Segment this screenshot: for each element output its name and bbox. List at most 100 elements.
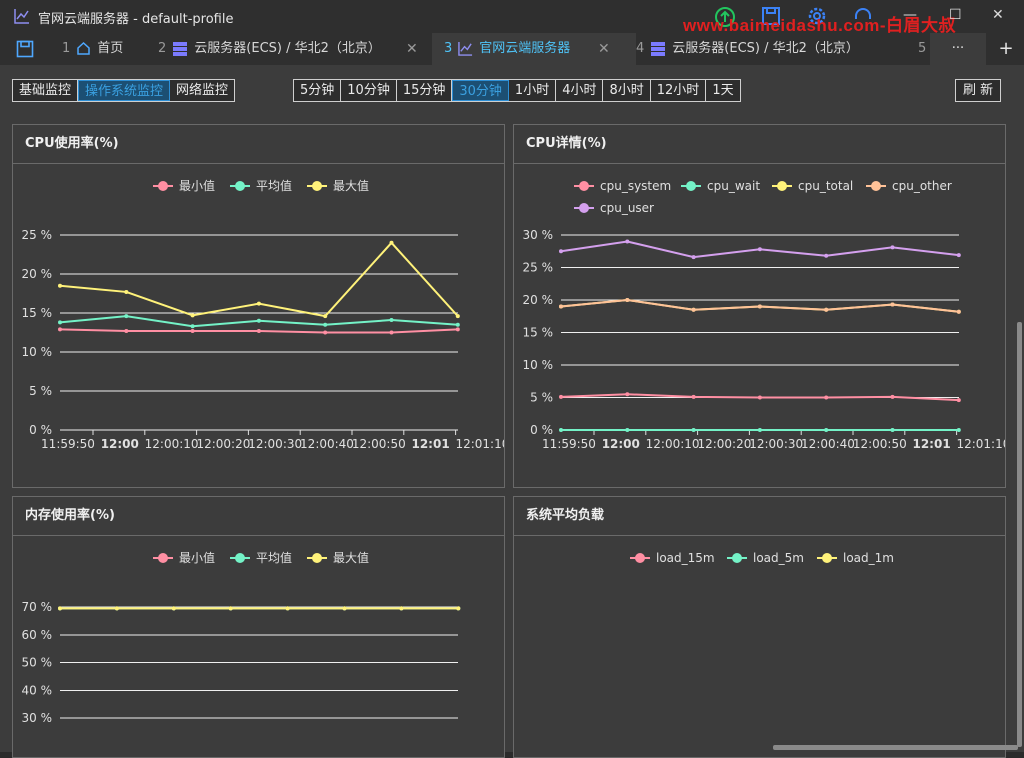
data-point bbox=[399, 606, 404, 611]
data-point bbox=[625, 428, 630, 432]
data-point bbox=[691, 307, 696, 312]
legend-label: 最大值 bbox=[333, 550, 369, 565]
time-range-group: 5分钟 10分钟 15分钟 30分钟 1小时 4小时 8小时 12小时 1天 bbox=[293, 79, 741, 102]
legend-label: load_15m bbox=[656, 551, 715, 565]
data-point bbox=[691, 394, 696, 399]
data-point bbox=[256, 318, 261, 323]
data-point bbox=[625, 298, 630, 302]
y-tick-label: 15 % bbox=[22, 306, 53, 320]
range-1h-button[interactable]: 1小时 bbox=[509, 80, 557, 101]
x-tick-label: 12:00:50 bbox=[352, 437, 406, 451]
legend-marker bbox=[235, 553, 245, 563]
data-point bbox=[824, 307, 829, 312]
tab-close-icon[interactable]: ✕ bbox=[406, 41, 418, 57]
data-point bbox=[58, 320, 62, 325]
data-point bbox=[124, 289, 129, 294]
range-10m-button[interactable]: 10分钟 bbox=[341, 80, 397, 101]
minimize-button[interactable]: — bbox=[903, 7, 917, 23]
y-tick-label: 25 % bbox=[22, 228, 53, 242]
y-tick-label: 0 % bbox=[29, 423, 52, 437]
tab-cloud-server[interactable]: 3 官网云端服务器 ✕ bbox=[432, 33, 636, 65]
y-tick-label: 15 % bbox=[523, 326, 554, 340]
x-tick-label: 12:01 bbox=[411, 437, 449, 451]
range-4h-button[interactable]: 4小时 bbox=[556, 80, 604, 101]
range-8h-button[interactable]: 8小时 bbox=[603, 80, 651, 101]
vertical-scrollbar[interactable] bbox=[1017, 322, 1022, 747]
tab-number: 1 bbox=[62, 41, 71, 56]
title-bar: 官网云端服务器 - default-profile www.baimeidash… bbox=[0, 0, 1024, 35]
x-tick-label: 12:00:20 bbox=[697, 437, 751, 451]
watermark-text: www.baimeidashu.com-白眉大叔 bbox=[683, 16, 957, 35]
data-point bbox=[58, 606, 62, 611]
tab-more-button[interactable]: ··· bbox=[930, 33, 986, 65]
range-5m-button[interactable]: 5分钟 bbox=[294, 80, 342, 101]
data-point bbox=[559, 249, 563, 254]
tab-number: 5 bbox=[918, 41, 927, 56]
load-average-panel: 系统平均负载 load_15m load_5m load_1m bbox=[513, 496, 1006, 758]
x-tick-label: 12:00:50 bbox=[853, 437, 907, 451]
tab-label: 云服务器(ECS) / 华北2（北京） bbox=[194, 41, 381, 56]
new-tab-button[interactable]: + bbox=[998, 38, 1014, 59]
maximize-button[interactable]: ☐ bbox=[949, 7, 962, 23]
legend-marker bbox=[235, 181, 245, 191]
tab-number: 3 bbox=[444, 41, 453, 56]
cpu-usage-panel: CPU使用率(%) 最小值 平均值 最大值 0 % 5 % 10 % 15 % 20 % 25 … bbox=[12, 124, 505, 488]
legend-label: 最大值 bbox=[333, 178, 369, 193]
panel-title: 系统平均负载 bbox=[514, 497, 1005, 536]
tab-ecs-1[interactable]: 2 云服务器(ECS) / 华北2（北京） ✕ bbox=[146, 33, 440, 65]
save-session-icon[interactable] bbox=[16, 40, 34, 58]
data-point bbox=[389, 318, 394, 323]
data-point bbox=[114, 606, 119, 611]
legend-marker bbox=[871, 181, 881, 191]
y-tick-label: 0 % bbox=[530, 423, 553, 437]
y-tick-label: 20 % bbox=[523, 293, 554, 307]
settings-icon[interactable] bbox=[807, 6, 827, 26]
tab-close-icon[interactable]: ✕ bbox=[598, 41, 610, 57]
panel-title: CPU使用率(%) bbox=[13, 125, 504, 164]
headset-icon[interactable] bbox=[853, 6, 873, 26]
legend-marker bbox=[312, 181, 322, 191]
refresh-button[interactable]: 刷 新 bbox=[955, 79, 1002, 102]
x-tick-label: 12:00:40 bbox=[300, 437, 354, 451]
legend-marker bbox=[158, 181, 168, 191]
data-point bbox=[890, 394, 895, 399]
data-point bbox=[323, 322, 328, 327]
save-icon[interactable] bbox=[761, 6, 781, 26]
data-point bbox=[256, 301, 261, 306]
close-button[interactable]: ✕ bbox=[992, 7, 1004, 23]
upload-icon[interactable] bbox=[714, 6, 736, 28]
y-tick-label: 10 % bbox=[523, 358, 554, 372]
range-1d-button[interactable]: 1天 bbox=[712, 83, 734, 98]
tab-5[interactable]: 5 bbox=[918, 33, 928, 65]
data-point bbox=[190, 313, 195, 318]
range-30m-button[interactable]: 30分钟 bbox=[452, 80, 509, 101]
monitor-type-group: 基础监控 操作系统监控 网络监控 bbox=[12, 79, 236, 102]
tab-ecs-2[interactable]: 4 云服务器(ECS) / 华北2（北京） bbox=[626, 33, 926, 65]
horizontal-scrollbar[interactable] bbox=[773, 745, 1018, 750]
range-12h-button[interactable]: 12小时 bbox=[651, 80, 707, 101]
data-point bbox=[956, 309, 961, 314]
data-point bbox=[890, 245, 895, 250]
legend-marker bbox=[579, 203, 589, 213]
range-15m-button[interactable]: 15分钟 bbox=[397, 80, 453, 101]
data-point bbox=[824, 428, 829, 432]
monitor-network-button[interactable]: 网络监控 bbox=[176, 83, 229, 98]
legend-label: cpu_user bbox=[600, 201, 654, 215]
data-point bbox=[124, 328, 129, 333]
data-point bbox=[691, 428, 696, 432]
x-tick-label: 12:00:30 bbox=[248, 437, 302, 451]
legend-label: load_5m bbox=[753, 551, 804, 565]
x-tick-label: 12:00:10 bbox=[646, 437, 700, 451]
data-point bbox=[389, 330, 394, 335]
data-point bbox=[625, 392, 630, 397]
load-average-chart: load_15m load_5m load_1m bbox=[630, 551, 894, 565]
tab-number: 2 bbox=[158, 41, 167, 56]
tab-home[interactable]: 1 首页 bbox=[50, 33, 152, 65]
memory-usage-chart: 最小值 平均值 最大值 30 % 40 % 50 % 60 % 70 % bbox=[22, 550, 461, 725]
monitor-basic-button[interactable]: 基础监控 bbox=[13, 80, 79, 101]
chart-icon bbox=[14, 9, 29, 24]
y-tick-label: 40 % bbox=[22, 683, 53, 697]
y-tick-label: 70 % bbox=[22, 600, 53, 614]
monitor-os-button[interactable]: 操作系统监控 bbox=[78, 80, 171, 101]
data-point bbox=[890, 302, 895, 307]
